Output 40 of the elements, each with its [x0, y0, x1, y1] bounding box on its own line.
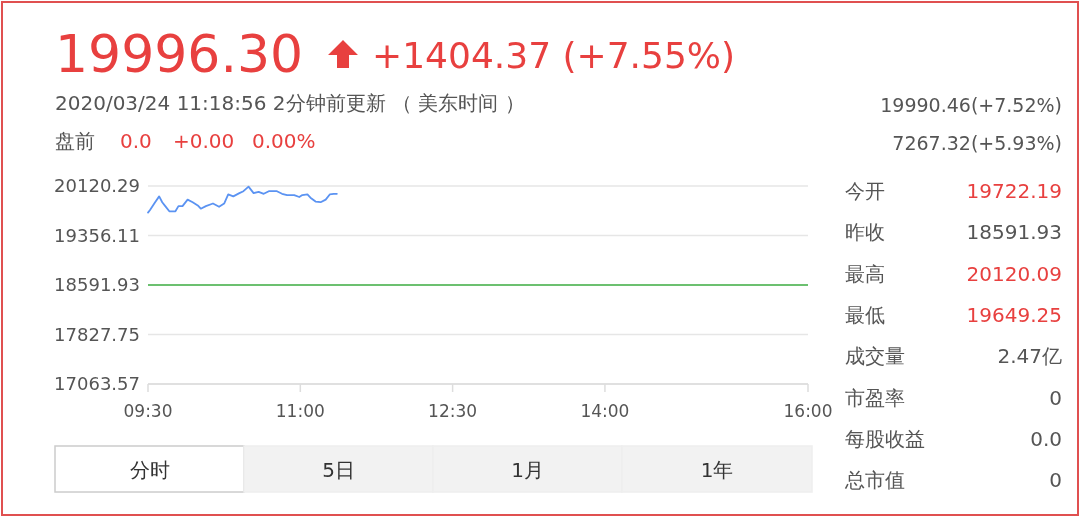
y-tick-label: 19356.11 [54, 224, 140, 246]
text: 19649.25 [966, 302, 1062, 327]
text: +1404.37 (+7.55%) [372, 35, 736, 76]
line-series [147, 185, 338, 214]
text: 7267.32(+5.93%) [892, 132, 1062, 154]
y-tick-label: 17827.75 [54, 323, 140, 345]
text: 0 [1049, 385, 1062, 410]
text: 2020/03/24 11:18:56 2分钟前更新 （ 美东时间 ） [55, 91, 525, 115]
text: 19990.46(+7.52%) [880, 94, 1062, 116]
text: 总市值 [844, 468, 905, 493]
chart-title: 19996.30 [55, 24, 304, 84]
text: 最高 [845, 261, 885, 286]
text: 今开 [845, 179, 885, 203]
x-tick-label: 09:30 [123, 401, 173, 421]
x-tick-label: 16:00 [783, 401, 833, 421]
text: 分时 [129, 458, 170, 482]
text: 1年 [700, 458, 734, 482]
text: 0 [1049, 468, 1062, 493]
y-tick-label: 18591.93 [54, 274, 140, 295]
text: +0.00 [173, 129, 235, 153]
text: 市盈率 [845, 385, 905, 410]
text: 19722.19 [966, 179, 1062, 203]
text: 盘前 [55, 129, 95, 153]
text: 0.00% [252, 129, 316, 153]
text: 每股收益 [845, 426, 925, 451]
y-tick-label: 17063.57 [54, 373, 140, 394]
text: 1月 [511, 458, 544, 482]
text: 最低 [845, 302, 885, 327]
text: 昨收 [845, 220, 885, 245]
text: 0.0 [120, 129, 152, 153]
text: 5日 [322, 458, 355, 482]
text: 18591.93 [966, 220, 1062, 245]
text: 0.0 [1030, 426, 1062, 451]
x-tick-label: 11:00 [275, 401, 325, 421]
y-tick-label: 20120.29 [54, 175, 140, 196]
x-tick-label: 14:00 [580, 401, 630, 421]
text: 2.47亿 [997, 344, 1062, 369]
x-tick-label: 12:30 [428, 401, 478, 421]
text: 20120.09 [966, 261, 1062, 286]
text: 成交量 [845, 344, 905, 369]
